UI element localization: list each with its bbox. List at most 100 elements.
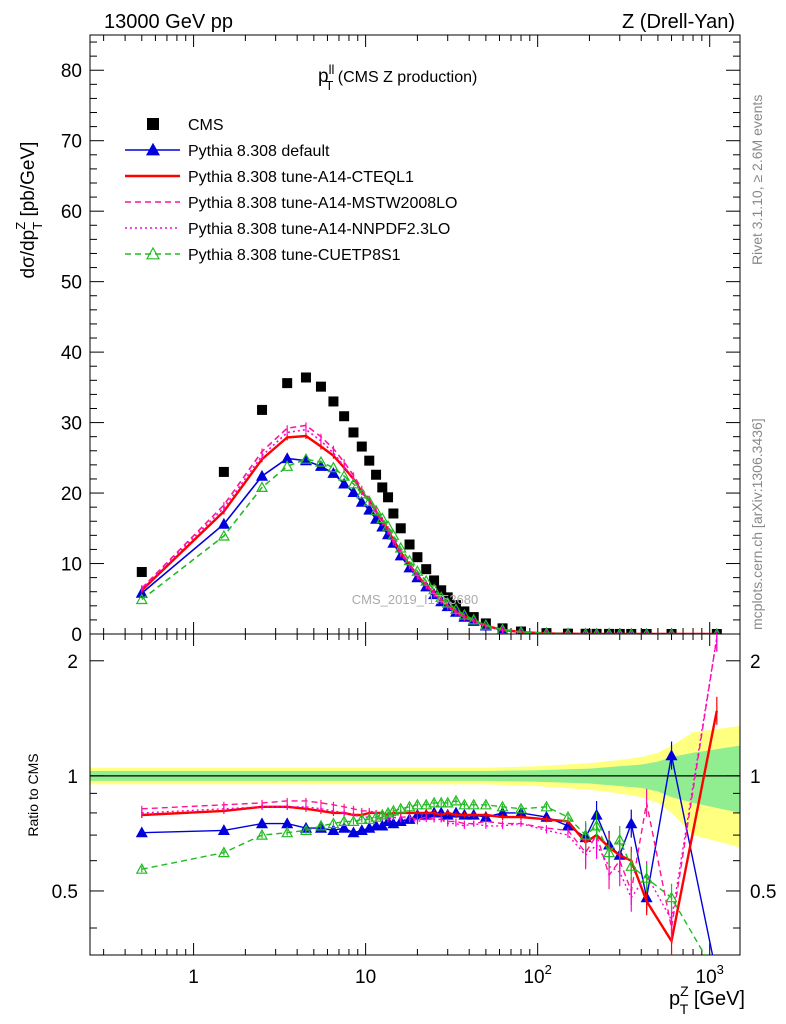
ratio-point-default-1 [217,824,230,836]
xlabel-rest: [GeV] [688,988,745,1010]
ratio-point-cuetp-33 [613,833,626,845]
main-point-cms-2 [257,404,268,415]
main-point-default-9 [355,495,368,507]
ratio-point-cuetp-14 [387,804,400,816]
ratio-point-cuetp-19 [428,796,441,808]
main-point-cuetp-13 [381,519,395,531]
ratio-band-inner [90,745,740,813]
main-point-cuetp-16 [403,554,416,566]
ratio-line-cteql1 [141,710,718,945]
ratio-line-mstw [141,637,718,929]
ratio-point-cuetp-7 [338,815,351,827]
main-y-tick-label-1: 10 [61,555,82,576]
main-point-default-7 [338,477,351,489]
ratio-point-default-0 [135,826,148,838]
ratio-point-default-34 [625,817,638,829]
main-point-cms-3 [282,378,293,389]
main-ylabel-main: dσ/dp [18,230,39,279]
main-y-tick-label-0: 0 [71,625,82,646]
ratio-y-tick-label-right-1: 1 [750,767,761,788]
main-point-cms-11 [371,469,382,480]
main-point-default-1 [217,517,230,529]
main-point-cuetp-29 [564,627,572,634]
legend-marker-cms [147,118,159,130]
ratio-point-cuetp-9 [355,813,368,824]
main-point-cuetp-18 [420,574,433,586]
ratio-point-cuetp-29 [561,810,575,822]
main-point-cms-14 [388,508,399,519]
ratio-point-cuetp-28 [540,800,553,812]
main-point-cuetp-25 [479,618,492,630]
legend-marker-default [145,142,161,156]
main-point-cuetp-1 [217,529,230,541]
main-point-default-8 [347,486,360,497]
ratio-point-cuetp-8 [347,815,360,827]
main-point-cms-8 [348,427,359,438]
ratio-line-nnpdf [141,637,718,923]
legend-label-cuetp: Pythia 8.308 tune-CUETP8S1 [188,247,401,264]
main-point-cms-12 [377,482,388,493]
ratio-point-cuetp-20 [435,796,448,808]
main-point-cuetp-20 [435,591,448,603]
main-y-tick-label-5: 50 [61,273,82,294]
ratio-point-cuetp-5 [314,819,328,831]
main-point-cuetp-28 [542,627,551,634]
main-ylabel-rest: [pb/GeV] [18,142,39,222]
header-right: Z (Drell-Yan) [622,11,735,33]
ratio-y-tick-label-0: 0.5 [52,882,78,903]
ratio-y-tick-label-1: 1 [67,767,78,788]
legend-label-nnpdf: Pythia 8.308 tune-A14-NNPDF2.3LO [188,221,450,238]
ratio-point-cuetp-23 [458,798,471,810]
main-ylabel-sub: T [30,222,45,230]
main-y-tick-label-4: 40 [61,343,82,364]
x-tick-label-base-2: 10 [523,967,544,988]
main-point-cms-5 [315,381,326,392]
ratio-point-cuetp-32 [603,846,616,858]
ratio-point-cuetp-1 [217,846,230,858]
main-point-cuetp-22 [449,603,463,614]
main-panel: 0 10 20 30 40 50 60 70 80 [61,34,741,646]
x-tick-label-exp-2: 2 [545,962,552,977]
legend-label-cteql1: Pythia 8.308 tune-A14-CTEQL1 [188,169,414,186]
main-point-cms-4 [300,372,311,383]
ratio-point-cuetp-34 [625,860,638,871]
ratio-point-cuetp-17 [411,798,424,810]
main-point-cuetp-2 [255,481,269,492]
main-point-cuetp-32 [605,627,613,634]
x-tick-label-1: 10 [355,967,376,988]
main-point-cms-6 [328,396,339,407]
main-y-tick-label-8: 80 [61,61,82,82]
main-point-cms-9 [356,441,367,452]
main-point-cms-1 [218,466,229,477]
ratio-point-default-2 [255,817,269,829]
ratio-ylabel: Ratio to CMS [25,753,41,836]
ratio-y-tick-label-right-2: 2 [750,652,761,673]
main-point-default-6 [327,467,340,478]
x-tick-label-base-3: 10 [696,967,717,988]
ratio-point-cuetp-35 [640,871,653,883]
main-point-cuetp-30 [582,627,590,634]
main-point-cuetp-0 [135,593,148,605]
main-point-cuetp-7 [338,469,351,481]
main-point-cuetp-9 [355,487,368,499]
xlabel-main: p [669,988,680,1010]
x-tick-label-2: 102 [523,962,551,988]
main-point-cms-19 [429,575,440,586]
ratio-point-cuetp-21 [441,796,454,808]
x-tick-label-exp-3: 3 [717,962,724,977]
ratio-point-cuetp-16 [403,800,416,812]
plot-title-main: p [318,66,329,87]
ratio-point-cuetp-25 [479,798,492,810]
ratio-line-cuetp [141,800,706,955]
ratio-point-cuetp-15 [394,802,407,814]
legend-label-default: Pythia 8.308 default [188,143,330,160]
main-point-default-2 [255,469,269,481]
ratio-frame [89,633,741,956]
ratio-y-tick-label-right-0: 0.5 [750,882,776,903]
main-point-cuetp-24 [467,613,480,625]
ratio-point-default-6 [327,824,340,836]
main-point-cuetp-5 [314,455,328,467]
ratio-point-default-7 [338,821,351,833]
